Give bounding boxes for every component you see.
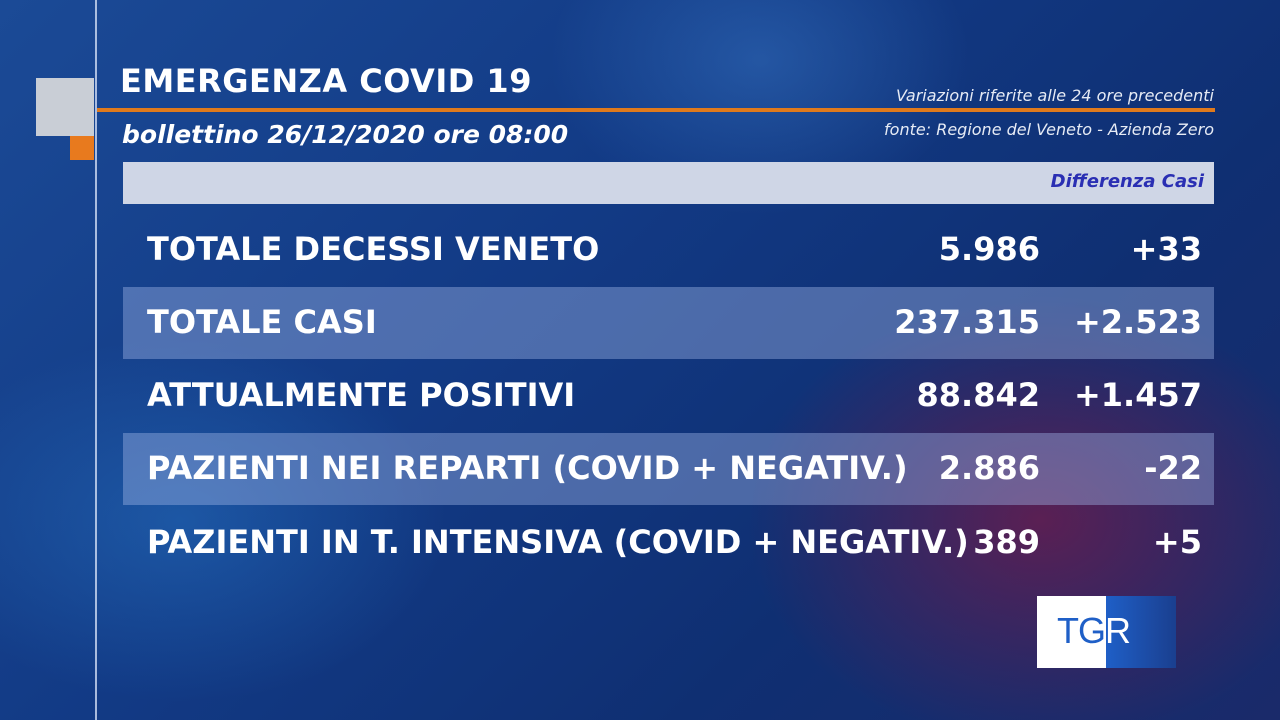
- table-row: PAZIENTI IN T. INTENSIVA (COVID + NEGATI…: [123, 507, 1214, 579]
- logo-blue-panel: [1106, 596, 1176, 668]
- table-row: TOTALE CASI 237.315 +2.523: [123, 287, 1214, 359]
- table-row: PAZIENTI NEI REPARTI (COVID + NEGATIV.) …: [123, 433, 1214, 505]
- row-value: 5.986: [938, 230, 1040, 268]
- row-label: PAZIENTI NEI REPARTI (COVID + NEGATIV.): [147, 449, 908, 487]
- tgr-logo: TGR: [1037, 596, 1176, 668]
- row-label: TOTALE DECESSI VENETO: [147, 230, 600, 268]
- difference-column-header: Differenza Casi: [1050, 171, 1204, 192]
- logo-white-panel: [1037, 596, 1106, 668]
- row-label: PAZIENTI IN T. INTENSIVA (COVID + NEGATI…: [147, 523, 969, 561]
- variations-note: Variazioni riferite alle 24 ore preceden…: [895, 86, 1214, 105]
- bulletin-date: bollettino 26/12/2020 ore 08:00: [122, 120, 569, 149]
- logo-text: TGR: [1057, 610, 1131, 652]
- logo-text-tg: TG: [1057, 610, 1106, 651]
- vertical-divider-line: [95, 0, 97, 720]
- row-delta: -22: [1144, 449, 1202, 487]
- row-value: 88.842: [916, 376, 1040, 414]
- row-delta: +33: [1130, 230, 1202, 268]
- table-header-bar: Differenza Casi: [123, 162, 1214, 204]
- row-delta: +5: [1152, 523, 1202, 561]
- title-underline: [97, 108, 1215, 112]
- row-value: 2.886: [938, 449, 1040, 487]
- row-label: ATTUALMENTE POSITIVI: [147, 376, 576, 414]
- row-value: 389: [973, 523, 1040, 561]
- row-delta: +2.523: [1073, 303, 1202, 341]
- decorative-orange-square: [70, 136, 94, 160]
- table-row: ATTUALMENTE POSITIVI 88.842 +1.457: [123, 360, 1214, 432]
- row-value: 237.315: [894, 303, 1040, 341]
- source-note: fonte: Regione del Veneto - Azienda Zero: [884, 120, 1214, 139]
- page-title: EMERGENZA COVID 19: [120, 62, 532, 100]
- row-label: TOTALE CASI: [147, 303, 377, 341]
- row-delta: +1.457: [1073, 376, 1202, 414]
- table-row: TOTALE DECESSI VENETO 5.986 +33: [123, 214, 1214, 286]
- logo-text-r: R: [1105, 610, 1131, 651]
- decorative-grey-square: [36, 78, 94, 136]
